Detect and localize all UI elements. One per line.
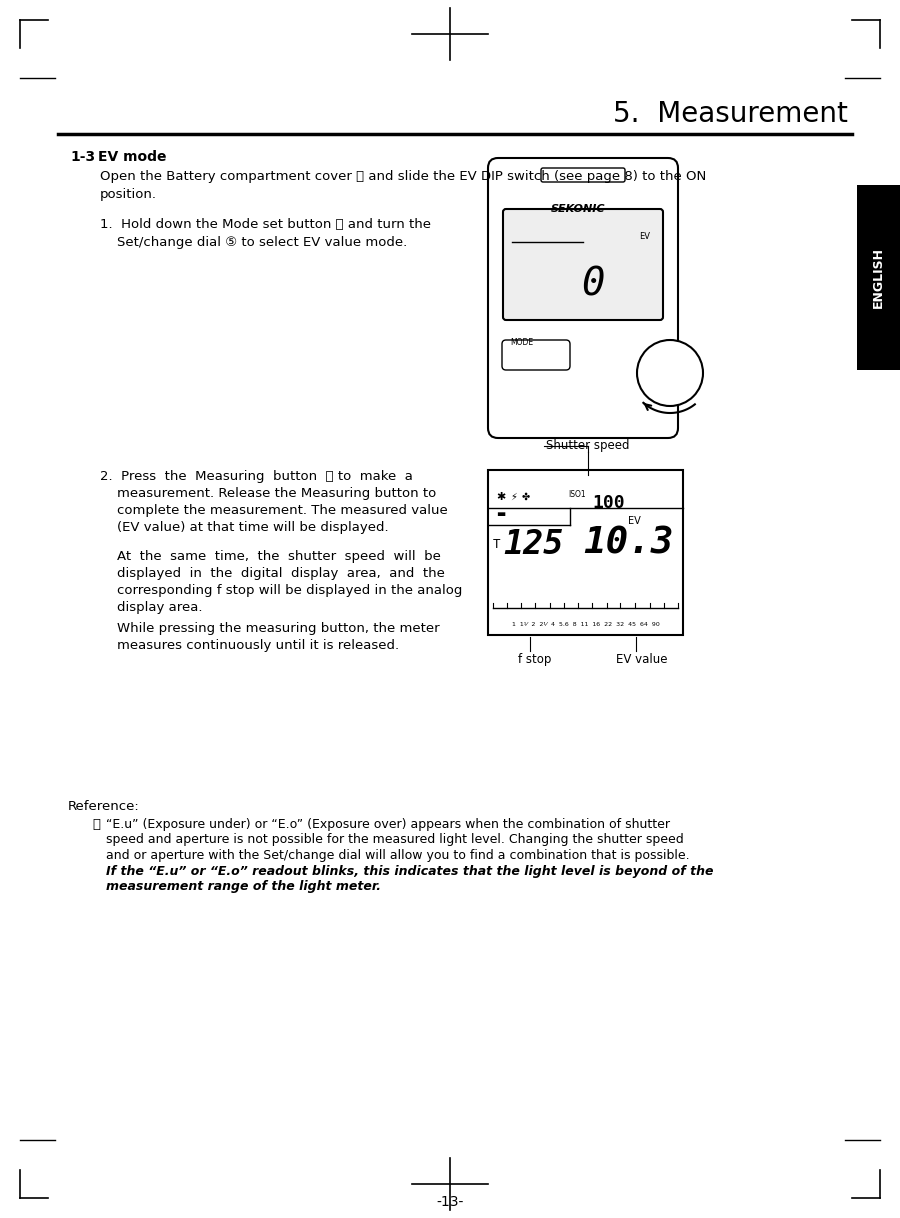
Text: ⚡: ⚡ (510, 492, 517, 502)
Text: speed and aperture is not possible for the measured light level. Changing the sh: speed and aperture is not possible for t… (106, 833, 684, 847)
Text: ISO1: ISO1 (568, 490, 586, 499)
Text: EV: EV (628, 516, 641, 526)
Text: Shutter speed: Shutter speed (546, 438, 629, 452)
Text: 1-3: 1-3 (70, 150, 95, 164)
FancyBboxPatch shape (488, 158, 678, 438)
FancyBboxPatch shape (857, 185, 900, 370)
Text: (EV value) at that time will be displayed.: (EV value) at that time will be displaye… (100, 521, 389, 533)
Text: measurement. Release the Measuring button to: measurement. Release the Measuring butto… (100, 487, 436, 501)
Text: While pressing the measuring button, the meter: While pressing the measuring button, the… (100, 622, 439, 635)
Text: 100: 100 (592, 495, 625, 512)
Text: measures continuously until it is released.: measures continuously until it is releas… (100, 639, 399, 652)
Text: displayed  in  the  digital  display  area,  and  the: displayed in the digital display area, a… (100, 568, 445, 580)
Text: EV mode: EV mode (98, 150, 166, 164)
Text: ▬: ▬ (496, 509, 505, 519)
Text: If the “E.u” or “E.o” readout blinks, this indicates that the light level is bey: If the “E.u” or “E.o” readout blinks, th… (106, 865, 714, 877)
Circle shape (637, 340, 703, 406)
Text: ✱: ✱ (496, 492, 506, 502)
FancyBboxPatch shape (503, 209, 663, 320)
Text: -13-: -13- (436, 1195, 464, 1209)
Text: EV value: EV value (616, 653, 668, 666)
Text: measurement range of the light meter.: measurement range of the light meter. (106, 879, 381, 893)
Text: ENGLISH: ENGLISH (872, 246, 885, 307)
Text: Set/change dial ⑤ to select EV value mode.: Set/change dial ⑤ to select EV value mod… (100, 236, 407, 248)
Text: ✤: ✤ (522, 492, 530, 502)
Text: T: T (493, 538, 500, 551)
Text: Open the Battery compartment cover  and slide the EV DIP switch (see page 8) to: Open the Battery compartment cover  and… (100, 171, 706, 183)
Text: display area.: display area. (100, 600, 202, 614)
Text: 10.3: 10.3 (583, 525, 673, 561)
Text: MODE: MODE (510, 339, 533, 347)
FancyBboxPatch shape (583, 242, 656, 262)
Text: 2.  Press  the  Measuring  button  ⓙ to  make  a: 2. Press the Measuring button ⓙ to make … (100, 470, 413, 484)
Text: 0: 0 (581, 266, 605, 303)
Text: 1.  Hold down the Mode set button ⓔ and turn the: 1. Hold down the Mode set button ⓔ and t… (100, 218, 431, 231)
Text: SEKONIC: SEKONIC (551, 203, 605, 214)
Circle shape (509, 213, 519, 223)
Text: complete the measurement. The measured value: complete the measurement. The measured v… (100, 504, 448, 516)
Text: and or aperture with the Set/change dial will allow you to find a combination th: and or aperture with the Set/change dial… (106, 849, 689, 862)
FancyBboxPatch shape (488, 470, 683, 635)
Text: corresponding f stop will be displayed in the analog: corresponding f stop will be displayed i… (100, 583, 463, 597)
Text: 1  1⅟  2  2⅟  4  5.6  8  11  16  22  32  45  64  90: 1 1⅟ 2 2⅟ 4 5.6 8 11 16 22 32 45 64 90 (511, 622, 660, 627)
Text: “E.u” (Exposure under) or “E.o” (Exposure over) appears when the combination of : “E.u” (Exposure under) or “E.o” (Exposur… (106, 818, 670, 831)
Text: 5.  Measurement: 5. Measurement (613, 100, 848, 128)
Text: 125: 125 (503, 527, 563, 561)
FancyBboxPatch shape (541, 168, 625, 181)
Text: ・: ・ (92, 818, 100, 831)
Text: Reference:: Reference: (68, 800, 140, 812)
Text: position.: position. (100, 188, 157, 201)
FancyBboxPatch shape (502, 340, 570, 370)
Text: At  the  same  time,  the  shutter  speed  will  be: At the same time, the shutter speed will… (100, 551, 441, 563)
Text: EV: EV (639, 231, 650, 241)
Text: f stop: f stop (518, 653, 552, 666)
